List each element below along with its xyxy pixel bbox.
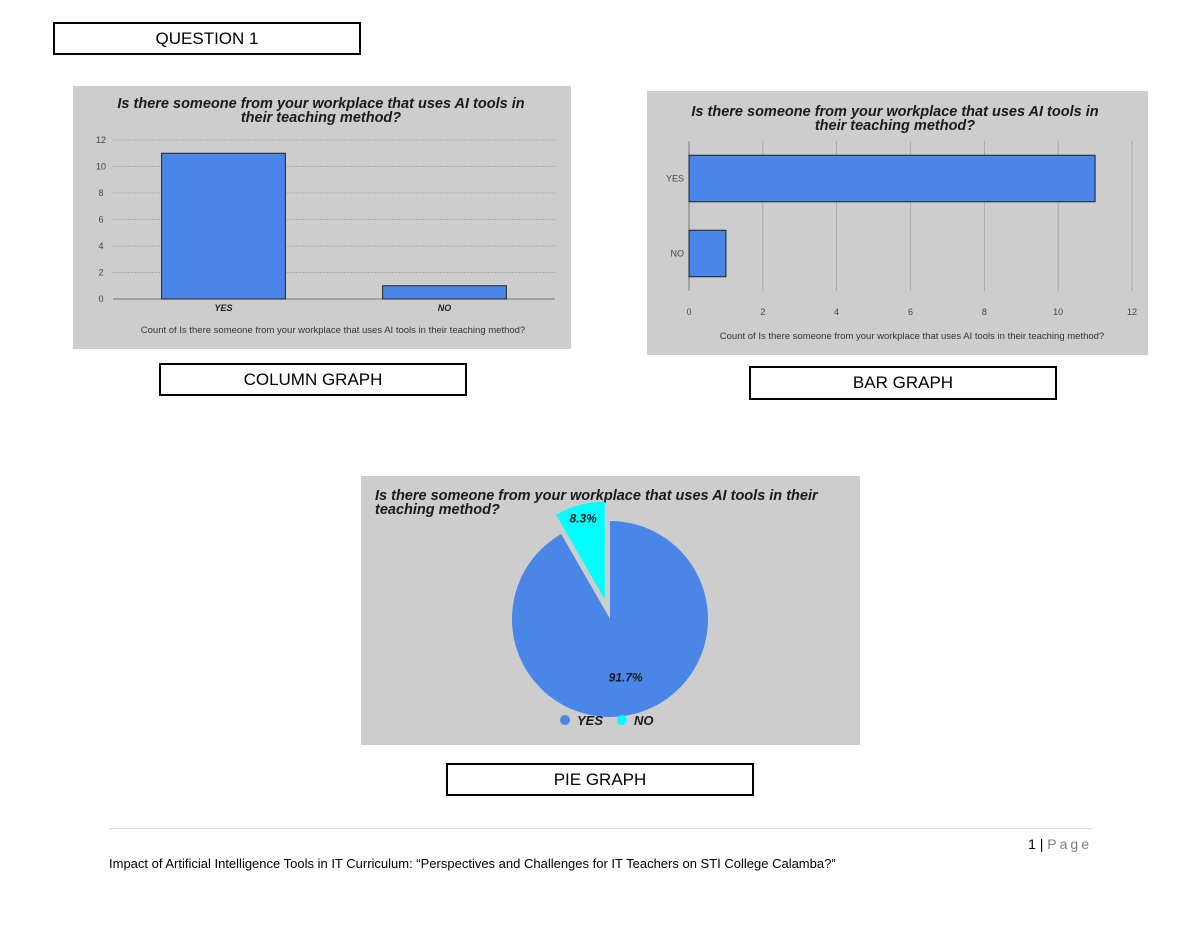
- x-tick-label: 0: [686, 307, 691, 317]
- column-bar-no: [382, 285, 507, 300]
- legend-label-no: NO: [634, 713, 654, 728]
- y-tick-label: 4: [98, 241, 103, 251]
- x-axis-title: Count of Is there someone from your work…: [141, 325, 525, 336]
- x-category-label: NO: [438, 303, 452, 313]
- question-label: QUESTION 1: [53, 22, 361, 55]
- x-tick-label: 10: [1053, 307, 1063, 317]
- x-tick-label: 6: [908, 307, 913, 317]
- y-tick-label: 6: [98, 215, 103, 225]
- pie-slice-label: 91.7%: [609, 671, 643, 685]
- footer-divider: [109, 828, 1092, 829]
- column-chart-svg: Is there someone from your workplace tha…: [96, 96, 555, 336]
- pie-slice-yes: [512, 521, 708, 717]
- chart-title-line: their teaching method?: [241, 110, 401, 126]
- legend-marker-no: [617, 715, 627, 725]
- y-category-label: YES: [666, 174, 684, 184]
- bar-chart: Is there someone from your workplace tha…: [647, 91, 1148, 355]
- page-number-value: 1: [1028, 836, 1036, 852]
- y-tick-label: 8: [98, 188, 103, 198]
- pie-chart-svg: Is there someone from your workplace tha…: [375, 488, 819, 728]
- x-tick-label: 8: [982, 307, 987, 317]
- x-tick-label: 12: [1127, 307, 1137, 317]
- pie-chart: Is there someone from your workplace tha…: [361, 476, 860, 745]
- page-number-separator: |: [1039, 836, 1048, 852]
- bar-graph-label: BAR GRAPH: [749, 366, 1057, 400]
- chart-title-line: Is there someone from your workplace tha…: [117, 96, 524, 112]
- legend-label-yes: YES: [577, 713, 603, 728]
- bar-chart-svg: Is there someone from your workplace tha…: [666, 104, 1137, 342]
- pie-slice-no: [556, 501, 605, 600]
- column-chart: Is there someone from your workplace tha…: [73, 86, 571, 349]
- pie-graph-label: PIE GRAPH: [446, 763, 754, 796]
- pie-slice-label: 8.3%: [570, 512, 598, 526]
- y-tick-label: 2: [98, 268, 103, 278]
- footer-title: Impact of Artificial Intelligence Tools …: [109, 856, 836, 871]
- legend-marker-yes: [560, 715, 570, 725]
- y-tick-label: 0: [98, 294, 103, 304]
- chart-title-line: their teaching method?: [815, 118, 975, 134]
- y-tick-label: 10: [96, 162, 106, 172]
- y-tick-label: 12: [96, 135, 106, 145]
- x-category-label: YES: [214, 303, 232, 313]
- page-word: Page: [1047, 836, 1092, 852]
- chart-title-line: teaching method?: [375, 502, 500, 518]
- chart-title-line: Is there someone from your workplace tha…: [691, 104, 1098, 120]
- y-category-label: NO: [671, 249, 685, 259]
- bar-no: [688, 229, 727, 278]
- page-number: 1 | Page: [1028, 836, 1092, 852]
- x-axis-title: Count of Is there someone from your work…: [720, 331, 1104, 342]
- x-tick-label: 2: [760, 307, 765, 317]
- column-graph-label: COLUMN GRAPH: [159, 363, 467, 396]
- x-tick-label: 4: [834, 307, 839, 317]
- chart-title-line: Is there someone from your workplace tha…: [375, 488, 819, 504]
- bar-yes: [688, 154, 1096, 203]
- column-bar-yes: [161, 152, 286, 300]
